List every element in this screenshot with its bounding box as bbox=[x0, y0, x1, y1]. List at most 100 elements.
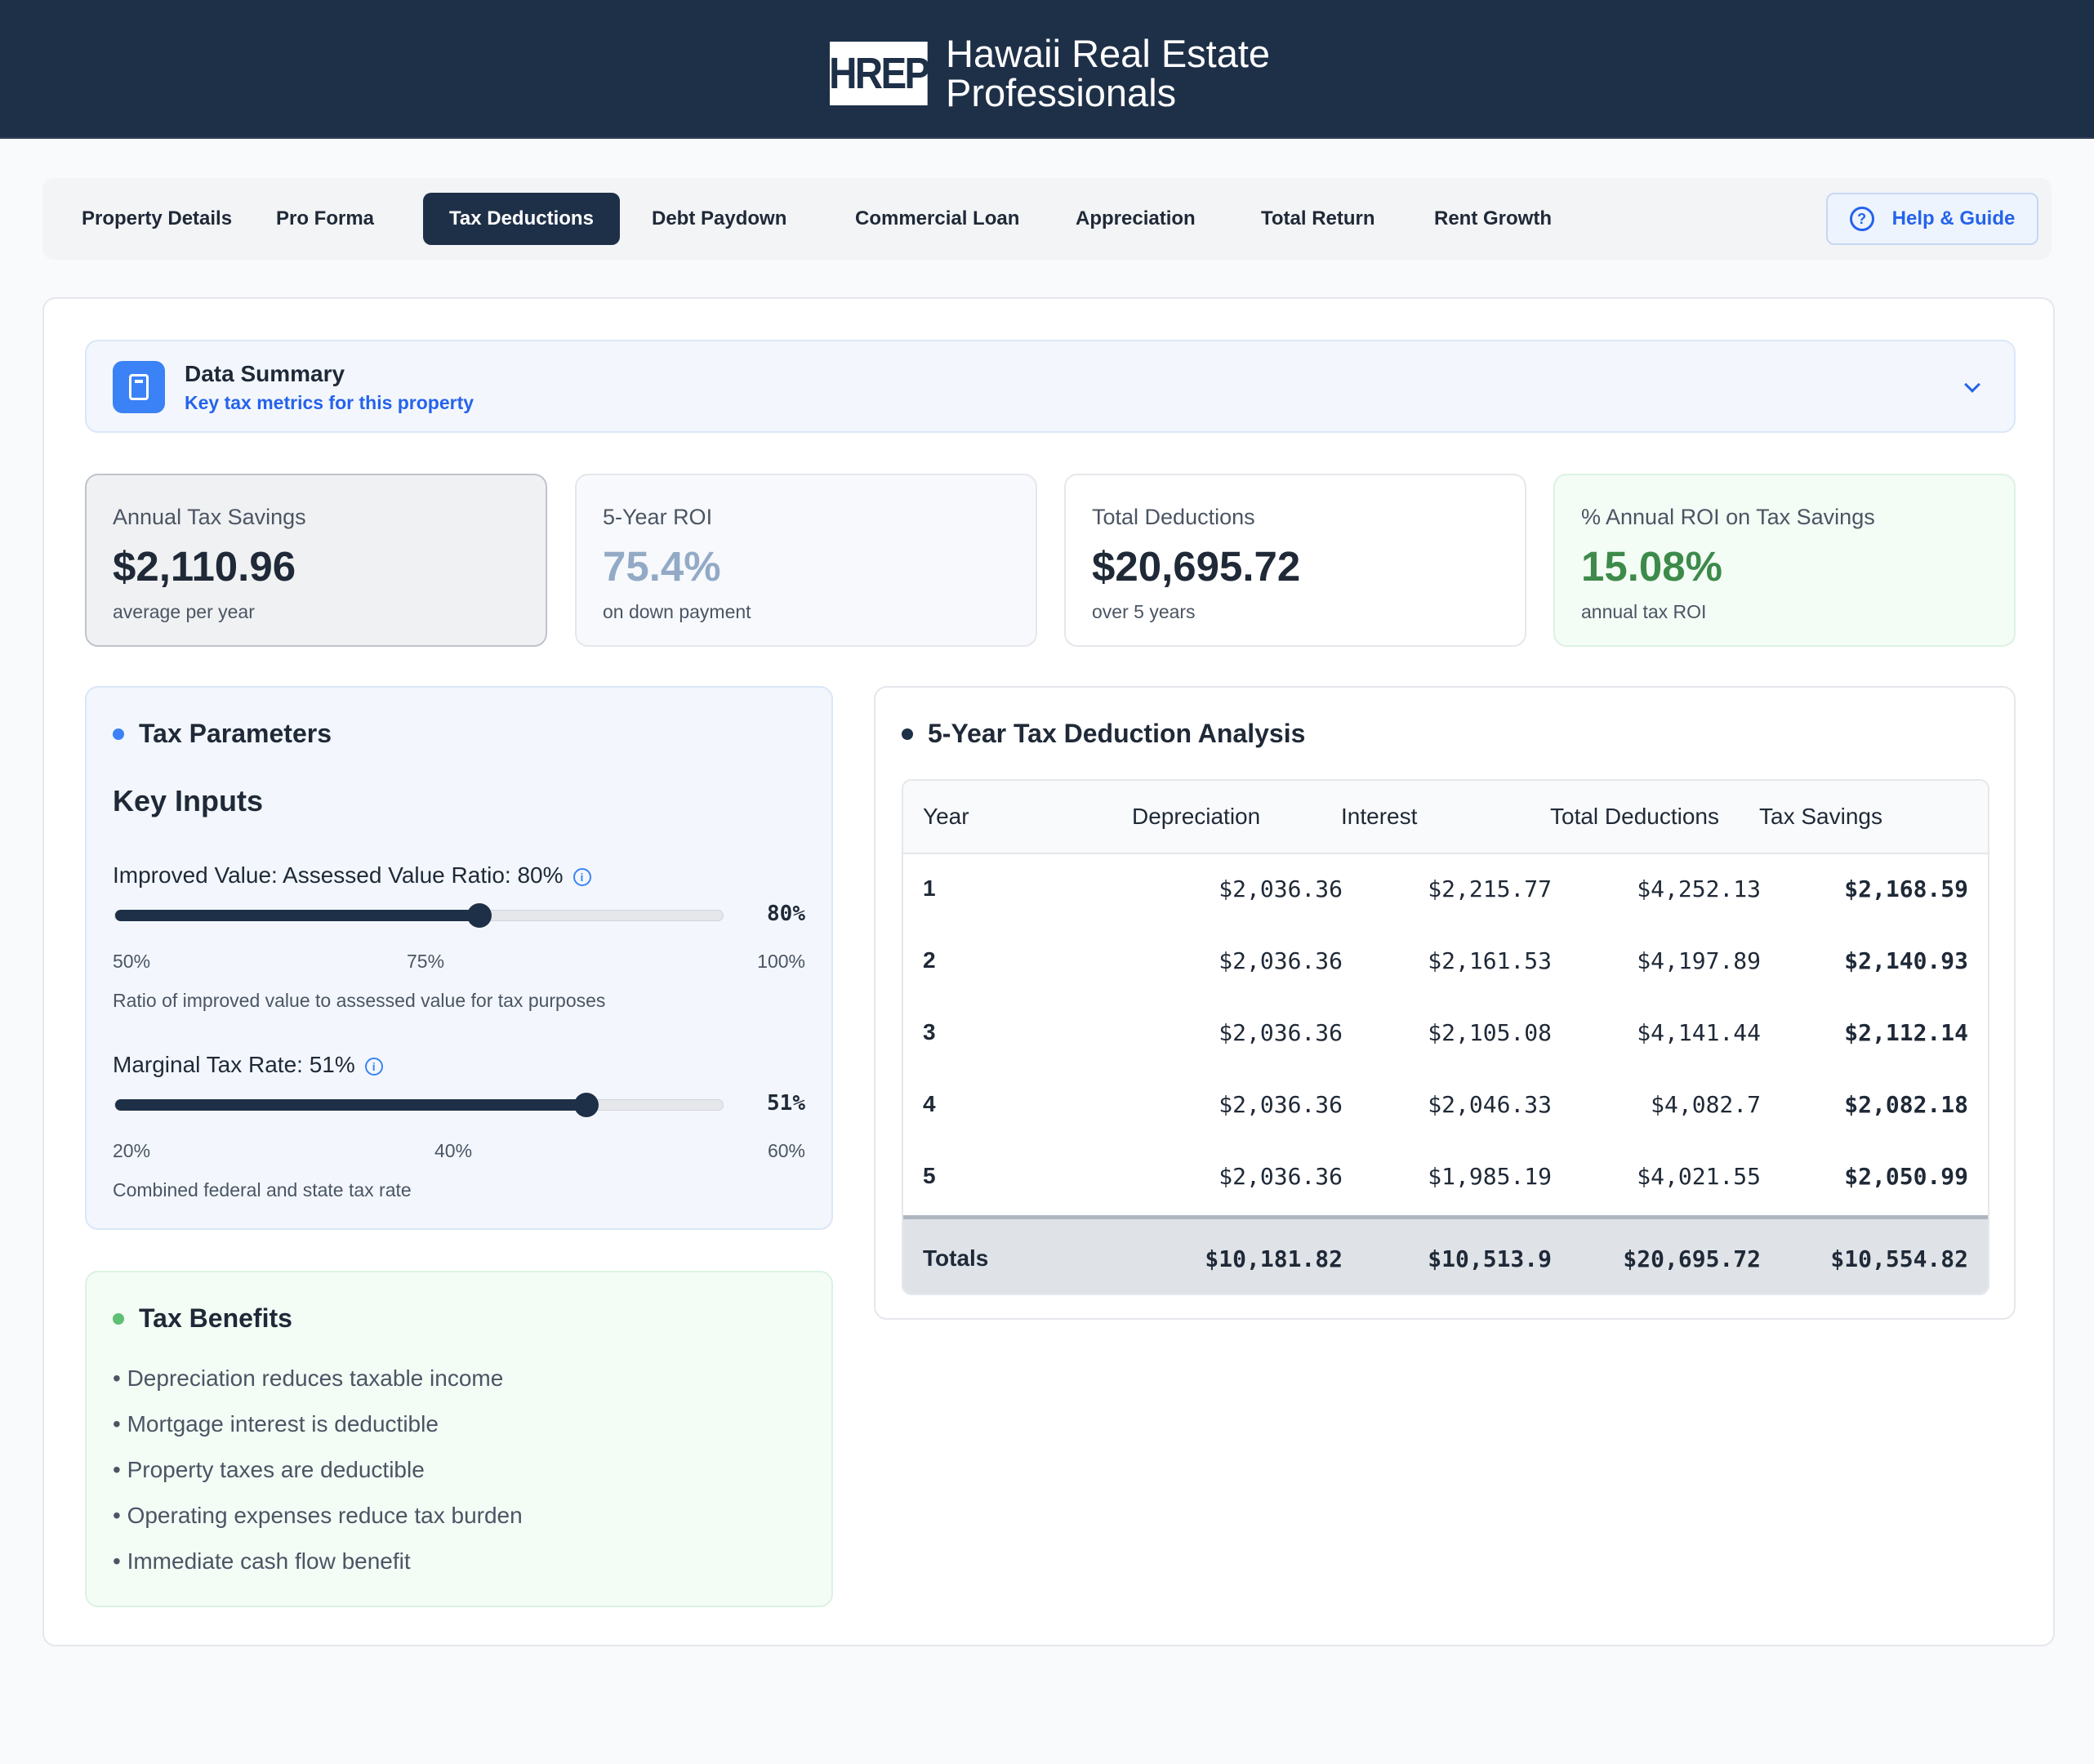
cell-year: 5 bbox=[923, 1163, 936, 1188]
table-row: 2 $2,036.36 $2,161.53 $4,197.89 $2,140.9… bbox=[903, 926, 1988, 998]
key-inputs-heading: Key Inputs bbox=[113, 784, 264, 817]
table-row: 5 $2,036.36 $1,985.19 $4,021.55 $2,050.9… bbox=[903, 1142, 1988, 1214]
table-totals-row: Totals $10,181.82 $10,513.9 $20,695.72 $… bbox=[903, 1215, 1988, 1294]
deduction-analysis-title: 5-Year Tax Deduction Analysis bbox=[928, 719, 1306, 748]
cell-depreciation: $2,036.36 bbox=[1219, 1019, 1343, 1046]
metric-annual-tax-savings: Annual Tax Savings $2,110.96 average per… bbox=[85, 474, 547, 647]
metric-subtext: average per year bbox=[113, 601, 255, 622]
benefit-item: • Immediate cash flow benefit bbox=[113, 1548, 411, 1574]
cell-year: 2 bbox=[923, 947, 936, 973]
summary-subtitle: Key tax metrics for this property bbox=[185, 392, 474, 413]
slider-thumb[interactable] bbox=[573, 1093, 599, 1117]
metric-subtext: over 5 years bbox=[1092, 601, 1196, 622]
help-guide-button[interactable]: ? Help & Guide bbox=[1826, 193, 2038, 245]
cell-depreciation: $2,036.36 bbox=[1219, 947, 1343, 974]
metric-value: $2,110.96 bbox=[113, 543, 296, 590]
cell-year: 1 bbox=[923, 875, 936, 901]
cell-interest: $2,215.77 bbox=[1428, 875, 1552, 902]
metric-label: % Annual ROI on Tax Savings bbox=[1581, 505, 1875, 529]
metric-subtext: on down payment bbox=[603, 601, 751, 622]
info-icon[interactable]: i bbox=[364, 1058, 383, 1076]
tab-pro-forma[interactable]: Pro Forma bbox=[276, 207, 375, 229]
metric-subtext: annual tax ROI bbox=[1581, 601, 1707, 622]
improved-value-ratio-value: 80% bbox=[767, 902, 805, 926]
tax-parameters-title: Tax Parameters bbox=[139, 719, 332, 748]
total-interest: $10,513.9 bbox=[1428, 1245, 1552, 1272]
slider-fill bbox=[115, 1099, 586, 1111]
slider-fill bbox=[115, 910, 480, 921]
app-header: HREP Hawaii Real Estate Professionals bbox=[0, 0, 2094, 139]
marginal-tax-rate-value: 51% bbox=[767, 1091, 805, 1116]
column-header-total-deductions: Total Deductions bbox=[1550, 804, 1720, 829]
data-summary-toggle[interactable]: Data Summary Key tax metrics for this pr… bbox=[85, 340, 2016, 433]
tab-property-details[interactable]: Property Details bbox=[82, 207, 233, 229]
cell-tax-savings: $2,050.99 bbox=[1844, 1163, 1968, 1190]
table-row: 1 $2,036.36 $2,215.77 $4,252.13 $2,168.5… bbox=[903, 854, 1988, 926]
cell-year: 3 bbox=[923, 1019, 936, 1045]
metric-label: Total Deductions bbox=[1092, 505, 1255, 529]
chevron-down-icon[interactable] bbox=[1964, 376, 1980, 393]
total-depreciation: $10,181.82 bbox=[1205, 1245, 1343, 1272]
info-icon[interactable]: i bbox=[573, 868, 591, 886]
cell-depreciation: $2,036.36 bbox=[1219, 1091, 1343, 1118]
benefit-item: • Operating expenses reduce tax burden bbox=[113, 1503, 523, 1528]
metric-value: 15.08% bbox=[1581, 543, 1722, 590]
slider-max-label: 100% bbox=[757, 951, 805, 972]
cell-total-deductions: $4,021.55 bbox=[1637, 1163, 1761, 1190]
total-tax-savings: $10,554.82 bbox=[1830, 1245, 1968, 1272]
section-dot-icon bbox=[113, 728, 124, 740]
tax-parameters-card: Tax Parameters Key Inputs Improved Value… bbox=[85, 686, 833, 1230]
metric-value: $20,695.72 bbox=[1092, 543, 1301, 590]
slider-thumb[interactable] bbox=[467, 903, 492, 928]
cell-total-deductions: $4,197.89 bbox=[1637, 947, 1761, 974]
cell-interest: $1,985.19 bbox=[1428, 1163, 1552, 1190]
tax-benefits-card: Tax Benefits • Depreciation reduces taxa… bbox=[85, 1271, 833, 1607]
summary-title: Data Summary bbox=[185, 361, 345, 386]
tax-deductions-panel: Data Summary Key tax metrics for this pr… bbox=[42, 297, 2055, 1646]
total-deductions: $20,695.72 bbox=[1623, 1245, 1761, 1272]
improved-value-ratio-slider[interactable] bbox=[114, 903, 724, 928]
deduction-analysis-card: 5-Year Tax Deduction Analysis Year Depre… bbox=[874, 686, 2016, 1320]
tab-appreciation[interactable]: Appreciation bbox=[1076, 207, 1196, 229]
cell-depreciation: $2,036.36 bbox=[1219, 875, 1343, 902]
metric-value: 75.4% bbox=[603, 543, 721, 590]
cell-interest: $2,105.08 bbox=[1428, 1019, 1552, 1046]
metric-annual-roi-tax-savings: % Annual ROI on Tax Savings 15.08% annua… bbox=[1553, 474, 2016, 647]
table-header: Year Depreciation Interest Total Deducti… bbox=[903, 781, 1988, 854]
cell-year: 4 bbox=[923, 1091, 936, 1116]
tab-debt-paydown[interactable]: Debt Paydown bbox=[652, 207, 787, 229]
calculator-icon bbox=[113, 361, 165, 413]
tab-commercial-loan[interactable]: Commercial Loan bbox=[855, 207, 1020, 229]
brand-logo: HREP bbox=[829, 42, 930, 105]
cell-tax-savings: $2,168.59 bbox=[1844, 875, 1968, 902]
totals-label: Totals bbox=[923, 1245, 989, 1271]
cell-depreciation: $2,036.36 bbox=[1219, 1163, 1343, 1190]
benefit-item: • Depreciation reduces taxable income bbox=[113, 1365, 504, 1391]
improved-value-ratio-help: Ratio of improved value to assessed valu… bbox=[113, 990, 606, 1011]
tab-rent-growth[interactable]: Rent Growth bbox=[1434, 207, 1552, 229]
tab-tax-deductions[interactable]: Tax Deductions bbox=[423, 193, 620, 245]
brand-name-line2: Professionals bbox=[946, 71, 1177, 114]
table-row: 4 $2,036.36 $2,046.33 $4,082.7 $2,082.18 bbox=[903, 1070, 1988, 1142]
section-dot-icon bbox=[902, 728, 913, 740]
cell-total-deductions: $4,252.13 bbox=[1637, 875, 1761, 902]
slider-mid-label: 40% bbox=[434, 1140, 473, 1161]
question-circle-icon: ? bbox=[1849, 207, 1874, 231]
slider-max-label: 60% bbox=[767, 1140, 805, 1161]
marginal-tax-rate-slider[interactable] bbox=[114, 1093, 724, 1117]
cell-tax-savings: $2,082.18 bbox=[1844, 1091, 1968, 1118]
cell-tax-savings: $2,140.93 bbox=[1844, 947, 1968, 974]
tab-total-return[interactable]: Total Return bbox=[1261, 207, 1375, 229]
slider-mid-label: 75% bbox=[407, 951, 445, 972]
cell-tax-savings: $2,112.14 bbox=[1844, 1019, 1968, 1046]
brand-name: Hawaii Real Estate Professionals bbox=[946, 34, 1270, 113]
tab-bar: Property Details Pro Forma Tax Deduction… bbox=[42, 178, 2052, 260]
brand[interactable]: HREP Hawaii Real Estate Professionals bbox=[829, 34, 1270, 113]
column-header-year: Year bbox=[923, 804, 969, 829]
cell-total-deductions: $4,141.44 bbox=[1637, 1019, 1761, 1046]
tax-benefits-title: Tax Benefits bbox=[139, 1303, 292, 1333]
metric-label: Annual Tax Savings bbox=[113, 505, 306, 529]
benefit-item: • Mortgage interest is deductible bbox=[113, 1411, 439, 1437]
slider-min-label: 20% bbox=[113, 1140, 151, 1161]
metric-5-year-roi: 5-Year ROI 75.4% on down payment bbox=[575, 474, 1037, 647]
